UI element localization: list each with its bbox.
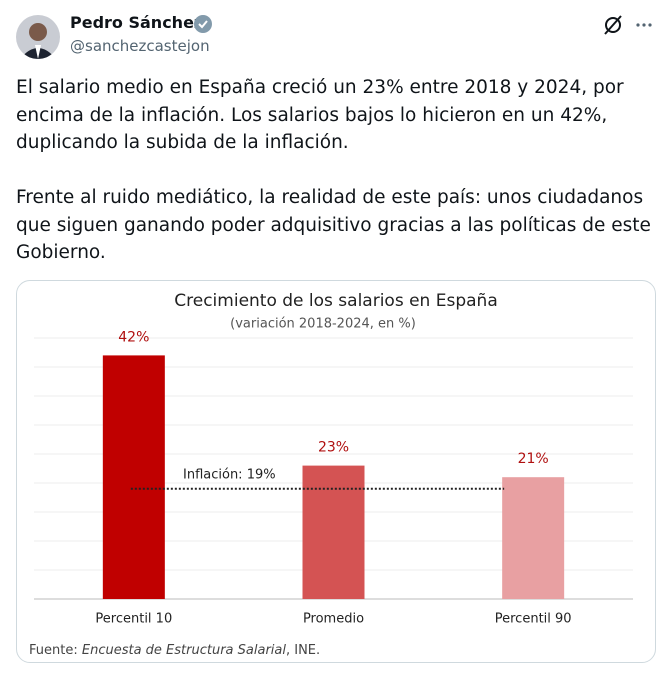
author-handle[interactable]: @sanchezcastejon	[70, 37, 210, 55]
chart: Crecimiento de los salarios en España (v…	[29, 291, 633, 658]
reference-label: Inflación: 19%	[183, 467, 276, 482]
tweet-text: El salario medio en España creció un 23%…	[16, 74, 656, 294]
author-name[interactable]: Pedro Sánchez	[70, 13, 204, 32]
paragraph: El salario medio en España creció un 23%…	[16, 77, 624, 153]
value-label: 21%	[518, 451, 549, 467]
source: Fuente: Encuesta de Estructura Salarial,…	[29, 643, 320, 658]
source-part: Fuente:	[29, 643, 82, 658]
value-label: 42%	[118, 329, 149, 345]
x-tick-label: Percentil 90	[495, 612, 572, 627]
source-part: Encuesta de Estructura Salarial	[82, 643, 287, 658]
source-part: , INE.	[286, 643, 320, 658]
verified-badge	[194, 15, 212, 33]
value-label: 23%	[318, 440, 349, 456]
x-tick-label: Percentil 10	[95, 612, 172, 627]
header-icons[interactable]	[600, 12, 660, 38]
paragraph: Frente al ruido mediático, la realidad d…	[16, 187, 651, 263]
chart-title: Crecimiento de los salarios en España	[174, 291, 497, 311]
bar	[102, 355, 165, 599]
avatar[interactable]	[16, 15, 60, 59]
bar	[502, 477, 565, 599]
bar	[302, 465, 365, 599]
x-tick-label: Promedio	[303, 612, 364, 627]
media-card[interactable]: Crecimiento de los salarios en España (v…	[16, 280, 656, 663]
chart-subtitle: (variación 2018-2024, en %)	[230, 317, 416, 332]
